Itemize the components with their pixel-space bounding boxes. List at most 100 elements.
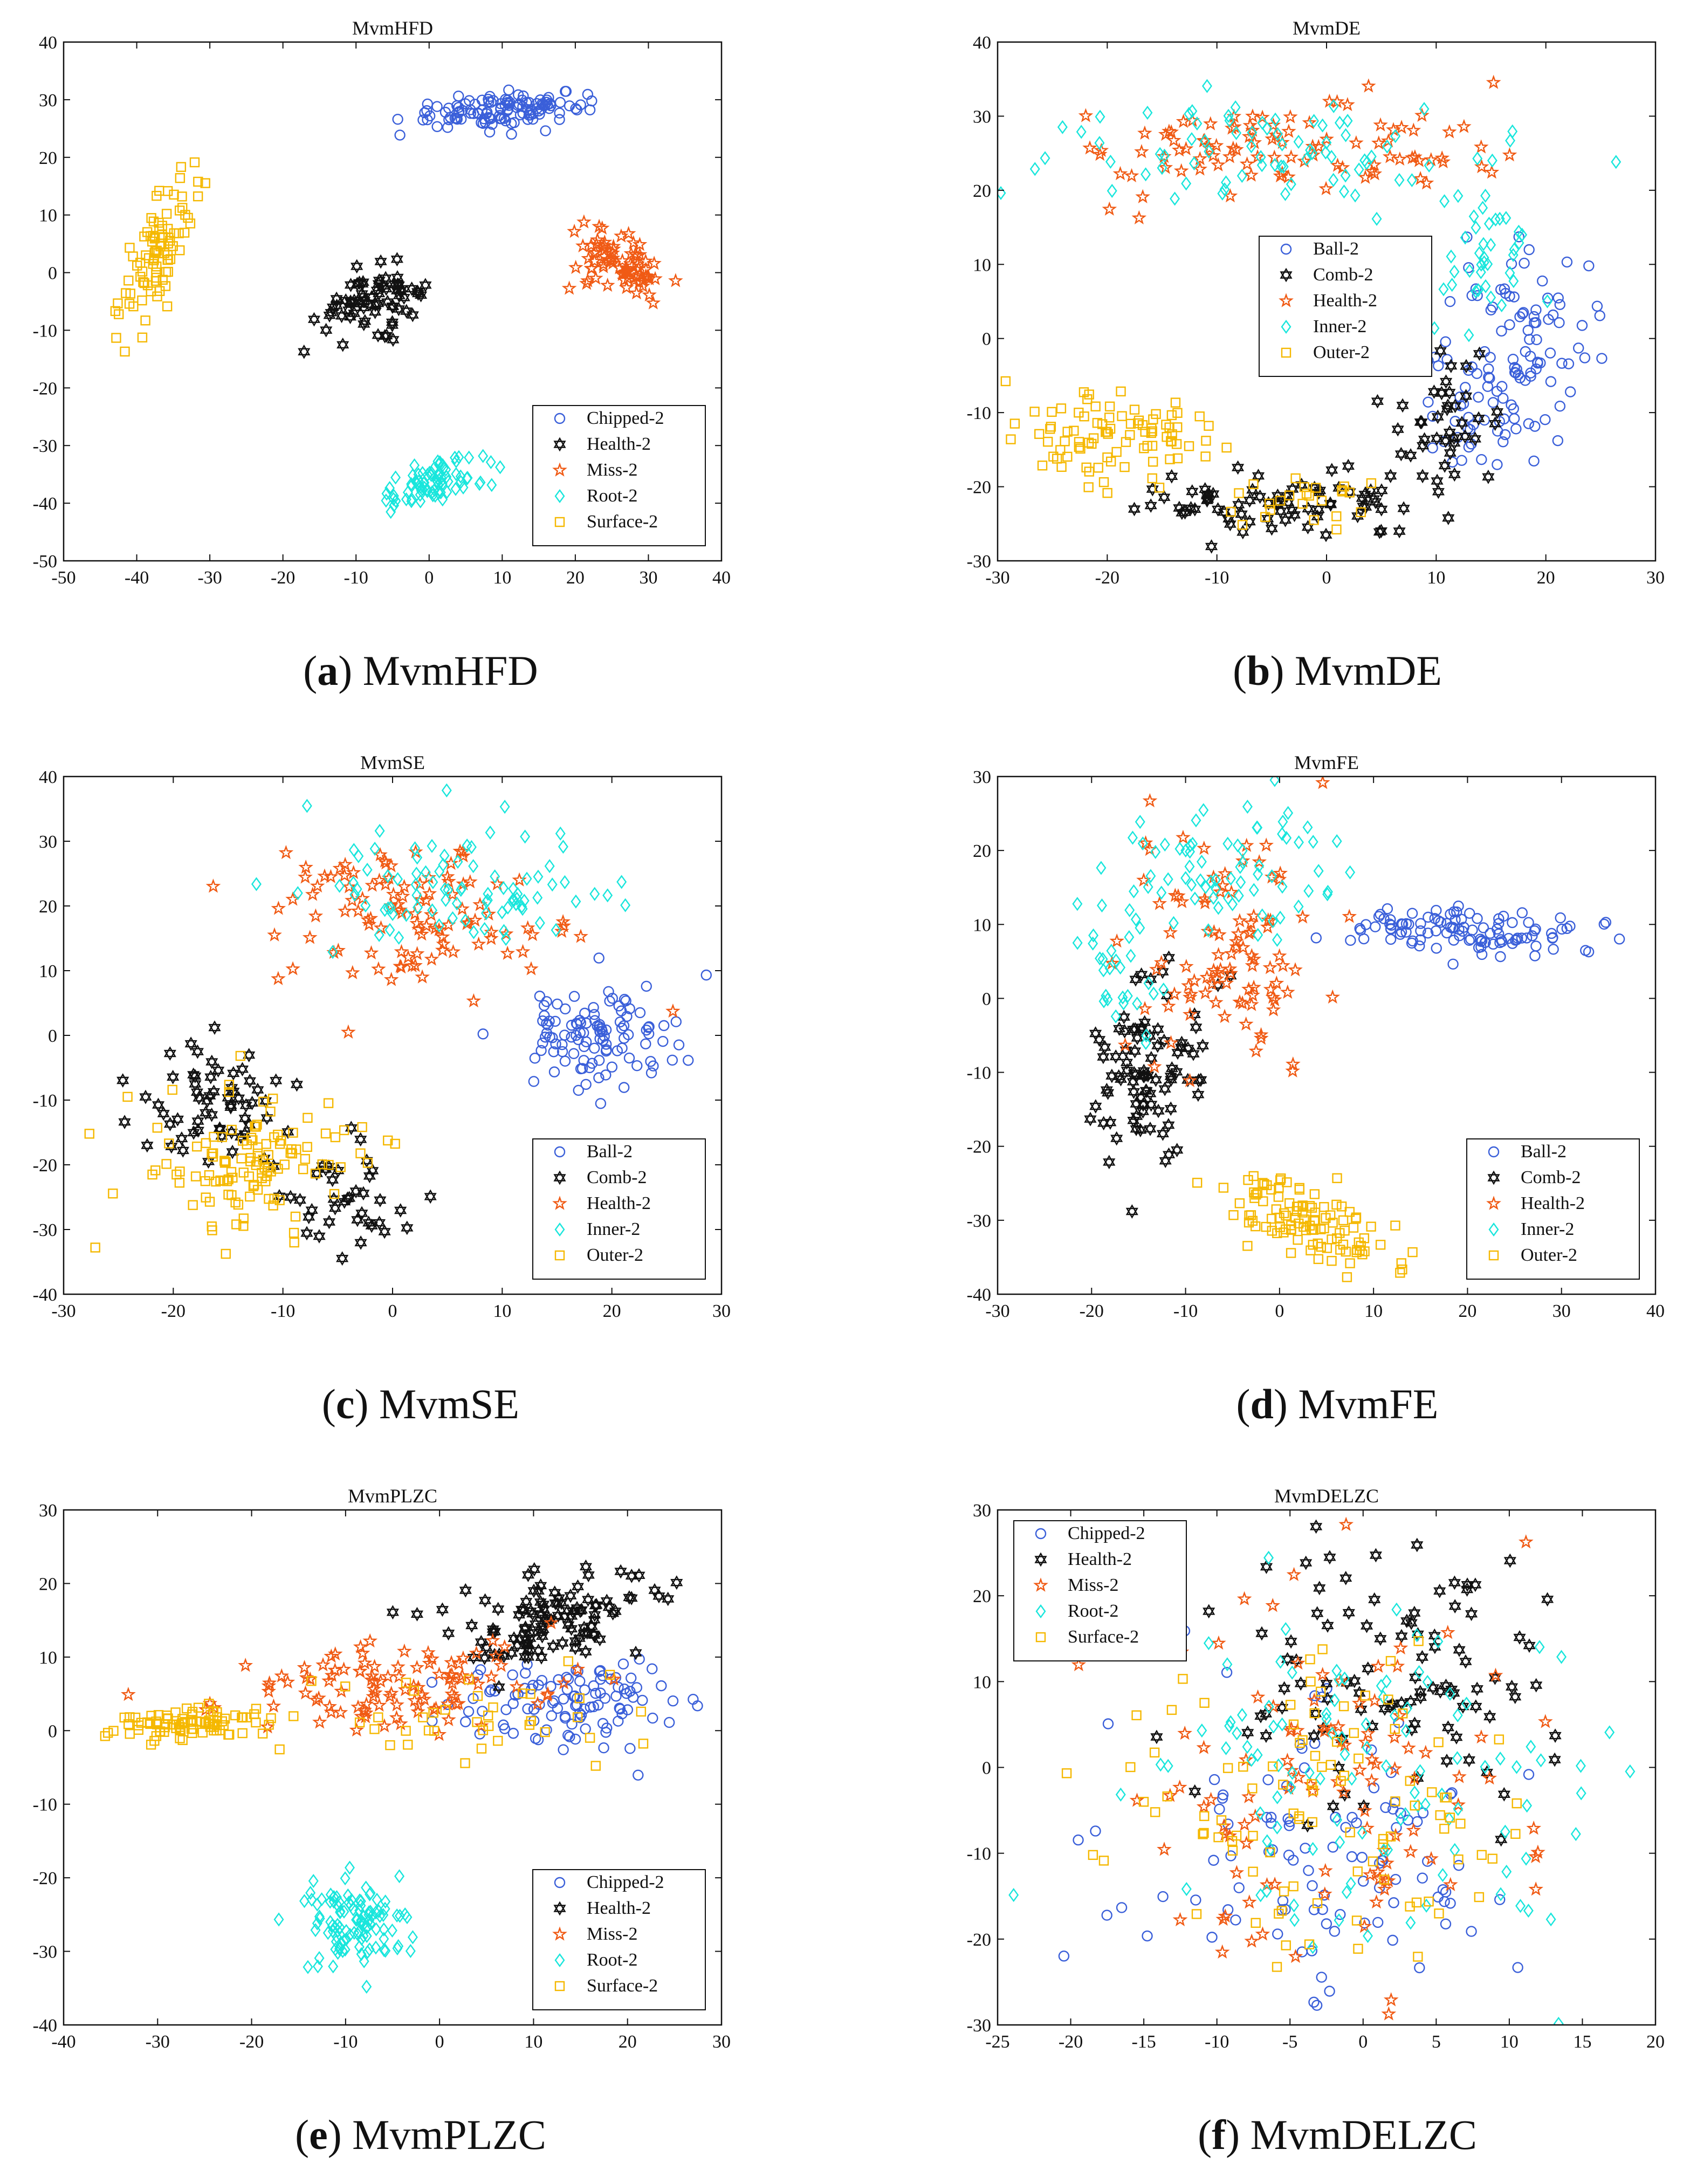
data-point-surface-2: [369, 1724, 380, 1734]
data-point-outer-2: [1237, 520, 1248, 530]
data-point-health-2: [298, 859, 313, 874]
data-point-ball-2: [1554, 299, 1565, 310]
data-point-inner-2: [1446, 249, 1457, 264]
data-point-outer-2: [231, 1219, 242, 1230]
data-point-ball-2: [1542, 292, 1554, 304]
legend-label: Surface-2: [587, 512, 658, 532]
data-point-ball-2: [640, 1038, 651, 1049]
data-point-comb-2: [1142, 1068, 1155, 1083]
data-point-ball-2: [541, 996, 552, 1007]
data-point-outer-2: [1102, 487, 1112, 498]
data-point-inner-2: [1101, 988, 1111, 1003]
data-point-ball-2: [1496, 325, 1507, 337]
legend-label: Comb-2: [1313, 265, 1373, 285]
data-point-surface-2: [1247, 1783, 1258, 1794]
data-point-ball-2: [1552, 292, 1564, 304]
data-point-miss-2: [1383, 1992, 1399, 2007]
data-point-comb-2: [1489, 416, 1502, 431]
data-point-health-2: [1246, 908, 1261, 923]
data-point-ball-2: [1422, 928, 1434, 939]
data-point-inner-2: [1419, 101, 1430, 116]
data-point-inner-2: [1326, 149, 1337, 164]
data-point-root-2: [456, 475, 466, 489]
data-point-miss-2: [630, 256, 645, 271]
data-point-health-2: [1149, 961, 1164, 976]
data-point-comb-2: [394, 1203, 407, 1218]
data-point-health-2: [1278, 1681, 1291, 1696]
data-point-inner-2: [500, 932, 511, 946]
y-tick-label: 10: [973, 1672, 991, 1692]
data-point-inner-2: [1198, 803, 1209, 818]
data-point-comb-2: [293, 1193, 306, 1207]
data-point-comb-2: [224, 1098, 237, 1113]
data-point-chipped-2: [533, 1679, 544, 1691]
axes-frame: [997, 775, 1657, 1295]
data-point-comb-2: [1190, 1020, 1203, 1035]
data-point-health-2: [528, 1562, 541, 1577]
data-point-inner-2: [1163, 872, 1173, 887]
data-point-health-2: [1414, 107, 1430, 122]
data-point-health-2: [308, 908, 324, 923]
data-point-outer-2: [1301, 489, 1312, 499]
data-point-root-2: [1315, 1771, 1325, 1786]
data-point-inner-2: [1504, 266, 1515, 280]
data-point-outer-2: [258, 1096, 269, 1107]
data-point-health-2: [1235, 995, 1250, 1010]
x-tick-label: -20: [271, 568, 295, 588]
data-point-chipped-2: [1445, 1898, 1456, 1909]
data-point-inner-2: [1104, 961, 1115, 976]
data-point-comb-2: [1130, 1109, 1143, 1124]
data-point-surface-2: [1455, 1818, 1466, 1829]
data-point-outer-2: [1375, 1240, 1386, 1250]
data-point-ball-2: [1464, 935, 1475, 946]
data-point-health-2: [363, 945, 379, 960]
data-point-chipped-2: [580, 1723, 591, 1735]
data-point-comb-2: [1129, 1022, 1142, 1037]
data-point-outer-2: [274, 1195, 285, 1205]
data-point-comb-2: [336, 1251, 349, 1266]
data-point-surface-2: [110, 306, 121, 317]
data-point-inner-2: [1102, 992, 1113, 1007]
data-point-comb-2: [378, 1224, 391, 1239]
data-point-health-2: [1222, 188, 1238, 203]
data-point-chipped-2: [546, 1710, 558, 1721]
data-point-miss-2: [1387, 1761, 1403, 1776]
data-point-inner-2: [441, 783, 452, 798]
data-point-inner-2: [1208, 890, 1219, 905]
data-point-ball-2: [1497, 393, 1509, 404]
data-point-surface-2: [205, 1710, 216, 1720]
data-point-outer-2: [269, 1193, 279, 1204]
data-point-miss-2: [1323, 1721, 1338, 1736]
legend-marker-inner-2: [554, 1222, 565, 1237]
data-point-outer-2: [1166, 436, 1177, 447]
data-point-health-2: [1217, 1008, 1232, 1024]
data-point-chipped-2: [1142, 1930, 1153, 1942]
data-point-outer-2: [1290, 473, 1301, 484]
data-point-root-2: [1575, 1759, 1586, 1773]
data-point-health-2: [593, 1632, 606, 1647]
data-point-chipped-2: [1102, 1718, 1114, 1729]
data-point-chipped-2: [1329, 1926, 1341, 1937]
data-point-health-2: [652, 1589, 665, 1604]
data-point-root-2: [402, 485, 413, 500]
data-point-health-2: [484, 931, 499, 945]
data-point-outer-2: [1262, 1180, 1272, 1191]
data-point-root-2: [1433, 1634, 1444, 1649]
data-point-inner-2: [1088, 936, 1098, 951]
data-point-health-2: [386, 318, 399, 333]
data-point-ball-2: [534, 991, 546, 1002]
data-point-inner-2: [447, 911, 458, 925]
data-point-chipped-2: [476, 117, 487, 128]
data-point-inner-2: [441, 892, 451, 907]
data-point-outer-2: [161, 1159, 171, 1169]
x-tick-label: -25: [985, 2032, 1009, 2052]
data-point-inner-2: [1338, 184, 1349, 199]
data-point-root-2: [356, 1913, 367, 1928]
data-point-health-2: [1171, 888, 1186, 903]
data-point-health-2: [410, 1606, 424, 1622]
data-point-health-2: [468, 912, 483, 927]
data-point-chipped-2: [1073, 1834, 1084, 1846]
data-point-outer-2: [357, 1122, 367, 1132]
data-point-surface-2: [120, 346, 130, 357]
data-point-health-2: [1505, 1679, 1519, 1694]
